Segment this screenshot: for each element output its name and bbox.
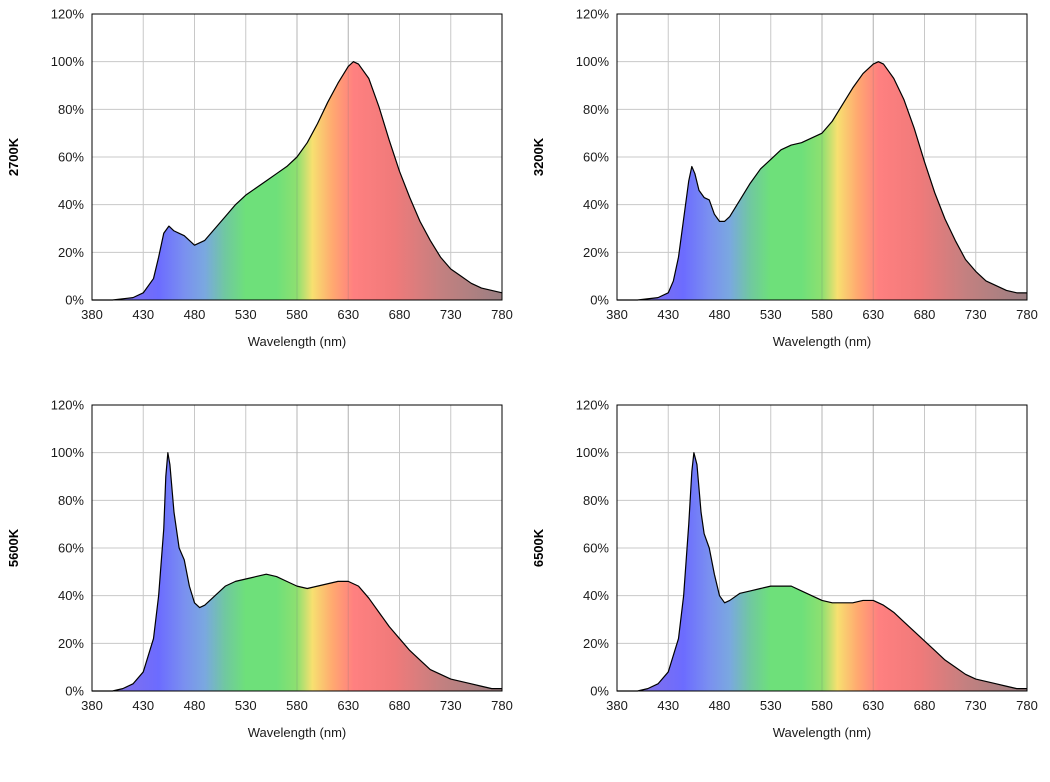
y-tick-label: 120% <box>576 398 610 413</box>
x-axis-label: Wavelength (nm) <box>248 725 347 740</box>
y-tick-label: 80% <box>583 102 609 117</box>
y-tick-label: 40% <box>583 588 609 603</box>
spectrum-area <box>92 452 502 691</box>
y-tick-label: 100% <box>51 54 85 69</box>
x-tick-label: 630 <box>862 698 884 713</box>
chart-2700k: 0% 20% 40% 60% 80% 100% 120% 380 430 480 530 580 630… <box>0 0 525 391</box>
y-tick-label: 120% <box>576 7 610 22</box>
series-line <box>617 61 1027 301</box>
y-tick-label: 20% <box>583 245 609 260</box>
x-tick-label: 580 <box>286 698 308 713</box>
y-tick-label: 0% <box>590 293 609 308</box>
x-tick-label: 580 <box>286 307 308 322</box>
y-tick-label: 0% <box>590 684 609 699</box>
chart-svg: 0% 20% 40% 60% 80% 100% 120% 380 430 480 530 580 630… <box>531 7 1038 350</box>
y-tick-label: 0% <box>65 684 84 699</box>
y-tick-label: 80% <box>583 493 609 508</box>
y-tick-label: 100% <box>51 445 85 460</box>
y-tick-label: 20% <box>58 245 84 260</box>
x-tick-label: 530 <box>760 698 782 713</box>
y-axis-label: 2700K <box>6 137 21 176</box>
x-tick-label: 380 <box>81 307 103 322</box>
x-tick-label: 480 <box>709 307 731 322</box>
y-tick-label: 120% <box>51 398 85 413</box>
x-tick-label: 430 <box>657 307 679 322</box>
x-tick-label: 580 <box>811 698 833 713</box>
x-tick-label: 680 <box>389 307 411 322</box>
x-tick-label: 530 <box>760 307 782 322</box>
plot-frame <box>616 13 1028 301</box>
x-tick-label: 480 <box>184 698 206 713</box>
x-axis-label: Wavelength (nm) <box>248 334 347 349</box>
spectrum-area <box>617 452 1027 691</box>
x-tick-label: 680 <box>914 307 936 322</box>
x-tick-label: 730 <box>440 307 462 322</box>
x-tick-label: 680 <box>914 698 936 713</box>
x-tick-label: 430 <box>132 698 154 713</box>
chart-6500k: 0% 20% 40% 60% 80% 100% 120% 380 430 480 530 580 630… <box>525 391 1050 782</box>
spectrum-area <box>617 61 1027 300</box>
x-tick-label: 480 <box>709 698 731 713</box>
y-tick-label: 20% <box>58 636 84 651</box>
x-tick-label: 630 <box>337 307 359 322</box>
x-tick-label: 630 <box>337 698 359 713</box>
x-tick-label: 680 <box>389 698 411 713</box>
y-tick-label: 60% <box>583 541 609 556</box>
series-line <box>617 452 1027 692</box>
plot-frame <box>91 13 503 301</box>
y-tick-label: 80% <box>58 493 84 508</box>
y-tick-label: 40% <box>58 588 84 603</box>
y-axis-label: 6500K <box>531 528 546 567</box>
y-axis-label: 3200K <box>531 137 546 176</box>
x-axis-label: Wavelength (nm) <box>773 725 872 740</box>
x-tick-label: 730 <box>965 698 987 713</box>
x-tick-label: 430 <box>132 307 154 322</box>
x-tick-label: 780 <box>1016 307 1038 322</box>
y-axis-label: 5600K <box>6 528 21 567</box>
x-tick-label: 480 <box>184 307 206 322</box>
series-line <box>92 61 503 301</box>
x-tick-label: 530 <box>235 698 257 713</box>
chart-svg: 0% 20% 40% 60% 80% 100% 120% 380 430 480 530 580 630… <box>531 398 1038 741</box>
spectrum-area <box>92 61 502 300</box>
x-axis-label: Wavelength (nm) <box>773 334 872 349</box>
plot-frame <box>616 404 1028 692</box>
x-tick-label: 780 <box>491 307 513 322</box>
y-tick-label: 60% <box>58 541 84 556</box>
x-tick-label: 430 <box>657 698 679 713</box>
y-tick-label: 100% <box>576 445 610 460</box>
x-tick-label: 380 <box>606 307 628 322</box>
plot-frame <box>91 404 503 692</box>
y-tick-label: 100% <box>576 54 610 69</box>
series-line <box>92 452 502 692</box>
chart-svg: 0% 20% 40% 60% 80% 100% 120% 380 430 480 530 580 630… <box>6 7 513 350</box>
x-tick-label: 730 <box>440 698 462 713</box>
y-tick-label: 60% <box>583 150 609 165</box>
y-tick-label: 0% <box>65 293 84 308</box>
y-tick-label: 40% <box>583 197 609 212</box>
x-tick-label: 730 <box>965 307 987 322</box>
y-tick-label: 80% <box>58 102 84 117</box>
chart-3200k: 0% 20% 40% 60% 80% 100% 120% 380 430 480 530 580 630… <box>525 0 1050 391</box>
y-tick-label: 60% <box>58 150 84 165</box>
x-tick-label: 630 <box>862 307 884 322</box>
x-tick-label: 530 <box>235 307 257 322</box>
x-tick-label: 580 <box>811 307 833 322</box>
x-tick-label: 380 <box>606 698 628 713</box>
y-tick-label: 120% <box>51 7 85 22</box>
chart-5600k: 0% 20% 40% 60% 80% 100% 120% 380 430 480 530 580 630… <box>0 391 525 782</box>
x-tick-label: 780 <box>491 698 513 713</box>
y-tick-label: 20% <box>583 636 609 651</box>
chart-svg: 0% 20% 40% 60% 80% 100% 120% 380 430 480 530 580 630… <box>6 398 513 741</box>
x-tick-label: 780 <box>1016 698 1038 713</box>
y-tick-label: 40% <box>58 197 84 212</box>
x-tick-label: 380 <box>81 698 103 713</box>
